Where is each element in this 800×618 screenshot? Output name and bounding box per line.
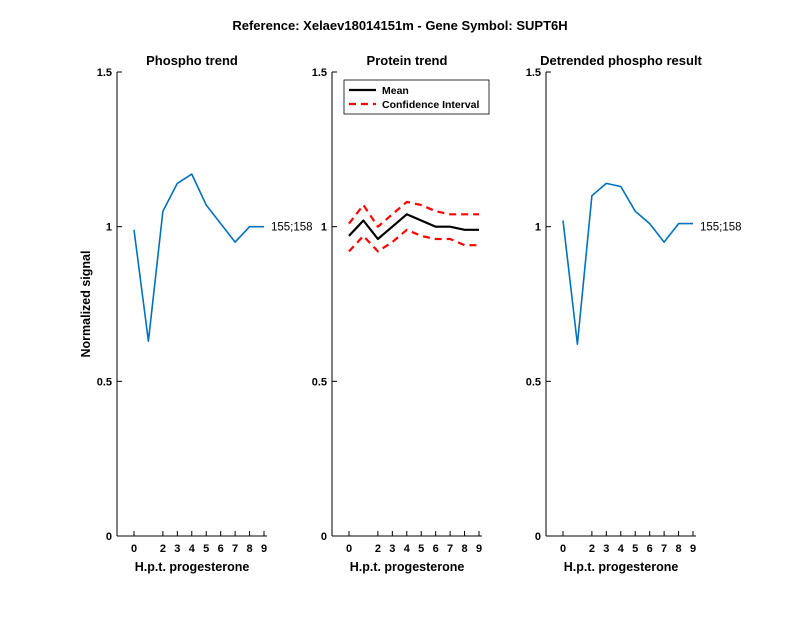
- x-tick-label: 8: [461, 543, 467, 555]
- panel-title: Detrended phospho result: [540, 53, 702, 68]
- y-tick-label: 1: [321, 222, 327, 234]
- series-line-3: [348, 228, 479, 253]
- subplot-3: Detrended phospho result 0 0.5 1 1.5 0 2 3 4 5 6 7 8…: [526, 53, 742, 574]
- y-tick-label: 1: [106, 222, 112, 234]
- x-tick-label: 4: [618, 543, 625, 555]
- y-axis-label: Normalized signal: [79, 251, 93, 358]
- x-tick-label: 7: [661, 543, 667, 555]
- x-tick-label: 4: [404, 543, 411, 555]
- y-tick-label: 0: [321, 531, 327, 543]
- series-line-1: [348, 213, 479, 241]
- x-tick-label: 6: [218, 543, 224, 555]
- y-tick-label: 0.5: [526, 376, 541, 388]
- y-tick-label: 0: [535, 531, 541, 543]
- x-tick-label: 7: [232, 543, 238, 555]
- x-tick-label: 7: [447, 543, 453, 555]
- y-tick-label: 0.5: [97, 376, 112, 388]
- x-tick-label: 3: [174, 543, 180, 555]
- x-tick-label: 5: [418, 543, 424, 555]
- legend-label: Confidence Interval: [382, 99, 480, 111]
- legend-box: [343, 79, 490, 115]
- x-tick-label: 9: [690, 543, 696, 555]
- x-tick-label: 2: [375, 543, 381, 555]
- subplot-2: Protein trend 0 0.5 1 1.5 0 2 3 4 5 6 7 8 9 H.p.t. pro…: [312, 53, 490, 574]
- x-axis-label: H.p.t. progesterone: [350, 560, 465, 574]
- y-tick-label: 1.5: [312, 67, 327, 79]
- x-tick-label: 3: [603, 543, 609, 555]
- legend-label: Mean: [382, 85, 409, 97]
- series-line-1: [562, 182, 693, 346]
- x-tick-label: 5: [203, 543, 209, 555]
- x-tick-label: 8: [675, 543, 681, 555]
- x-tick-label: 8: [246, 543, 252, 555]
- x-tick-label: 6: [647, 543, 653, 555]
- y-tick-label: 0: [106, 531, 112, 543]
- x-tick-label: 2: [160, 543, 166, 555]
- y-tick-label: 0.5: [312, 376, 327, 388]
- figure-title: Reference: Xelaev18014151m - Gene Symbol…: [232, 18, 567, 33]
- series-annotation: 155;158: [700, 222, 742, 234]
- panel-title: Phospho trend: [146, 53, 238, 68]
- x-tick-label: 5: [632, 543, 638, 555]
- x-tick-label: 9: [476, 543, 482, 555]
- x-axis-label: H.p.t. progesterone: [564, 560, 679, 574]
- panel-title: Protein trend: [367, 53, 448, 68]
- x-tick-label: 6: [433, 543, 439, 555]
- x-tick-label: 0: [560, 543, 566, 555]
- x-tick-label: 9: [261, 543, 267, 555]
- x-tick-label: 0: [346, 543, 352, 555]
- x-axis-label: H.p.t. progesterone: [135, 560, 250, 574]
- y-tick-label: 1: [535, 222, 541, 234]
- series-annotation: 155;158: [271, 222, 313, 234]
- legend: Mean Confidence Interval: [343, 79, 490, 115]
- series-line-1: [133, 173, 264, 342]
- series-line-2: [348, 200, 479, 228]
- x-tick-label: 3: [389, 543, 395, 555]
- y-tick-label: 1.5: [526, 67, 541, 79]
- x-tick-label: 2: [589, 543, 595, 555]
- x-tick-label: 0: [131, 543, 137, 555]
- x-tick-label: 4: [189, 543, 196, 555]
- subplot-1: Phospho trend 0 0.5 1 1.5 0 2 3 4 5 6 7 8 9 H.p.t. pro…: [79, 53, 313, 574]
- y-tick-label: 1.5: [97, 67, 112, 79]
